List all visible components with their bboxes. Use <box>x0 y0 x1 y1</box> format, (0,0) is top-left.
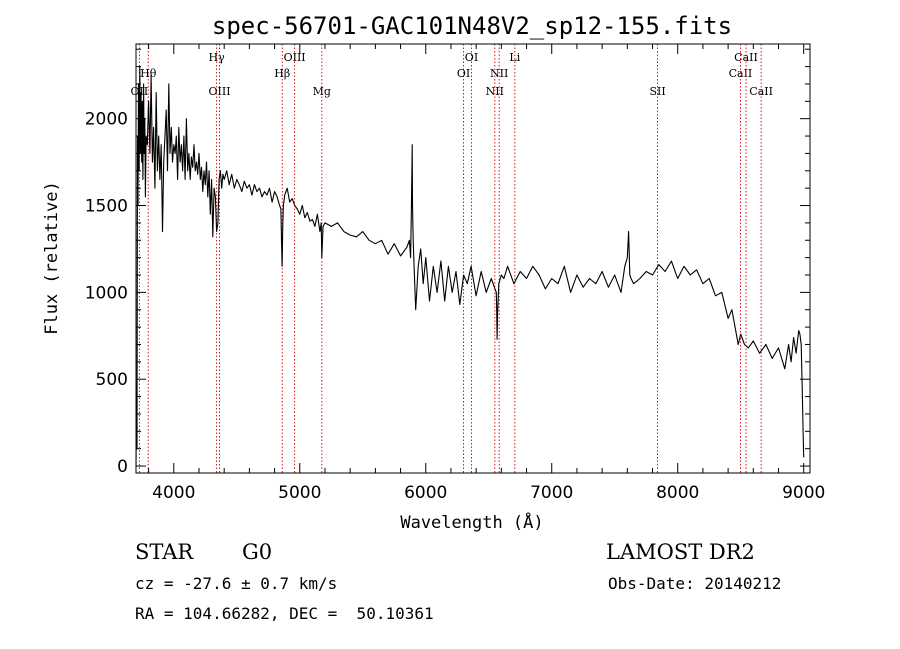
spectral-line-label: SII <box>649 85 665 98</box>
spectral-line-label: OI <box>465 51 478 64</box>
axis-ticks: 4000 5000 6000 7000 8000 9000 0 500 1000 1500 2000 <box>85 44 825 503</box>
spectral-line-label: Hβ <box>274 67 290 80</box>
spectral-line-label: Mg <box>313 85 331 98</box>
x-axis-label: Wavelength (Å) <box>400 511 543 533</box>
object-class: STAR <box>135 540 194 564</box>
spectral-line-label: Li <box>509 51 520 64</box>
y-tick-label: 1000 <box>85 283 128 303</box>
y-tick-label: 500 <box>96 370 128 390</box>
chart-title: spec-56701-GAC101N48V2_sp12-155.fits <box>212 12 732 40</box>
object-subclass: G0 <box>242 540 273 564</box>
spectral-line-markers: OIIHθHγOIIIHβOIIIMgOIOINIINIILiSIICaIICa… <box>131 44 773 473</box>
spectrum-line <box>135 66 805 467</box>
observation-date: Obs-Date: 20140212 <box>608 574 782 593</box>
x-tick-label: 9000 <box>782 483 825 503</box>
y-tick-label: 1500 <box>85 197 128 217</box>
spectral-line-label: CaII <box>734 51 758 64</box>
spectral-line-label: NII <box>486 85 504 98</box>
spectral-line-label: CaII <box>729 67 753 80</box>
spectral-line-label: OIII <box>208 85 230 98</box>
plot-frame <box>135 43 811 474</box>
spectral-line-label: Hθ <box>140 67 157 80</box>
spectral-line-label: OI <box>457 67 470 80</box>
coordinates-radec: RA = 104.66282, DEC = 50.10361 <box>135 604 434 623</box>
spectral-line-label: NII <box>490 67 508 80</box>
x-tick-label: 5000 <box>278 483 321 503</box>
x-tick-label: 6000 <box>404 483 447 503</box>
spectral-line-label: OIII <box>284 51 306 64</box>
y-tick-label: 2000 <box>85 110 128 130</box>
survey-name: LAMOST DR2 <box>606 540 755 564</box>
y-tick-label: 0 <box>117 457 128 477</box>
spectral-line-label: CaII <box>749 85 773 98</box>
redshift-cz: cz = -27.6 ± 0.7 km/s <box>135 574 338 593</box>
spectral-line-label: Hγ <box>209 51 226 64</box>
y-axis-label: Flux (relative) <box>42 181 62 335</box>
x-tick-label: 7000 <box>530 483 573 503</box>
x-tick-label: 8000 <box>656 483 699 503</box>
x-tick-label: 4000 <box>152 483 195 503</box>
